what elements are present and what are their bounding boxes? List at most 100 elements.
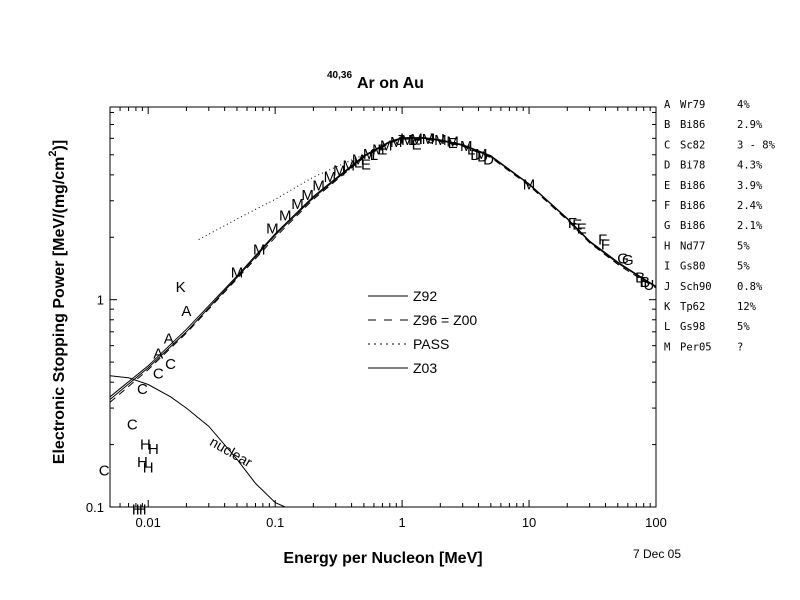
ref-key: B [664, 119, 670, 131]
data-point-M: M [312, 178, 325, 195]
curve-nuclear [110, 375, 286, 507]
data-point-M: M [475, 146, 488, 163]
data-point-G: G [622, 252, 634, 269]
date-stamp: 7 Dec 05 [633, 547, 681, 561]
data-point-M: M [410, 131, 423, 148]
data-point-D: D [483, 151, 494, 168]
data-point-M: M [301, 187, 314, 204]
data-point-M: M [253, 241, 266, 258]
data-point-E: E [577, 221, 587, 238]
data-point-A: A [153, 346, 163, 363]
legend-entry: PASS [413, 336, 449, 352]
ref-source: Tp62 [680, 301, 705, 313]
data-point-H: H [136, 502, 147, 519]
data-point-M: M [279, 207, 292, 224]
ref-key: G [664, 220, 670, 232]
data-point-G: G [617, 250, 629, 267]
ref-source: Sc82 [680, 139, 705, 151]
data-point-M: M [231, 265, 244, 282]
data-point-J: J [396, 132, 404, 149]
ref-error: 5% [737, 261, 750, 273]
data-point-L: L [467, 142, 475, 159]
data-point-M: M [434, 132, 447, 149]
data-point-D: D [477, 149, 488, 166]
curve-z03 [110, 137, 656, 398]
data-point-D: D [470, 147, 481, 164]
ref-source: Gs98 [680, 321, 705, 333]
legend-entry: Z92 [413, 288, 437, 304]
legend: Z92 Z96 = Z00 PASS Z03 [368, 288, 477, 376]
data-point-J: J [428, 130, 436, 147]
data-point-I: I [400, 130, 404, 147]
data-point-H: H [140, 437, 151, 454]
ref-error: 2.4% [737, 200, 763, 212]
ref-key: H [664, 240, 670, 252]
data-point-F: F [601, 236, 610, 253]
ref-key: K [664, 301, 671, 313]
y-axis-title-main: Electronic Stopping Power [MeV/(mg/cm [51, 157, 68, 465]
data-point-E: E [361, 156, 371, 173]
chart-title: Ar on Au [357, 75, 424, 92]
data-point-I: I [441, 131, 445, 148]
data-point-E: E [412, 137, 422, 154]
data-point-M: M [343, 157, 356, 174]
ref-error: 2.9% [737, 119, 763, 131]
ref-error: 5% [737, 240, 750, 252]
data-point-E: E [572, 217, 582, 234]
data-point-C: C [165, 356, 176, 373]
title-superscript: 40,36 [327, 70, 352, 81]
data-point-M: M [363, 146, 376, 163]
ref-source: Bi86 [680, 220, 705, 232]
data-point-H: H [148, 441, 159, 458]
data-point-E: E [377, 142, 387, 159]
data-point-K: K [176, 279, 186, 296]
ref-key: L [664, 321, 670, 333]
ref-source: Nd77 [680, 240, 705, 252]
ref-key: D [664, 160, 670, 172]
data-point-L: L [640, 274, 648, 291]
ref-source: Bi86 [680, 119, 705, 131]
data-point-L: L [408, 132, 416, 149]
data-point-M: M [352, 151, 365, 168]
ref-key: F [664, 200, 670, 212]
data-point-H: H [143, 460, 154, 477]
ref-error: 0.8% [737, 281, 763, 293]
ref-source: Sch90 [680, 281, 712, 293]
data-point-I: I [419, 130, 423, 147]
data-point-M: M [333, 162, 346, 179]
x-axis: 0.01 0.1 1 10 100 [109, 107, 667, 530]
data-point-C: C [137, 381, 148, 398]
legend-entry: Z96 = Z00 [413, 312, 477, 328]
data-point-F: F [598, 232, 607, 249]
data-point-C: C [153, 366, 164, 383]
ref-error: 4.3% [737, 160, 763, 172]
y-axis-title: Electronic Stopping Power [MeV/(mg/cm2)] [47, 140, 68, 464]
y-tick-label: 0.1 [86, 500, 104, 515]
data-point-U: U [644, 277, 655, 294]
x-tick-label: 0.1 [266, 515, 284, 530]
data-point-M: M [372, 142, 385, 159]
ref-key: A [664, 99, 671, 111]
data-point-H: H [132, 502, 143, 519]
reference-table: A Wr79 4% B Bi86 2.9% C Sc82 3 - 8% D Bi78 4.3% E Bi8… [664, 99, 776, 353]
x-tick-label: 10 [522, 515, 536, 530]
data-point-M: M [291, 196, 304, 213]
data-point-L: L [354, 154, 362, 171]
data-point-M: M [401, 132, 414, 149]
x-tick-label: 0.01 [136, 515, 161, 530]
data-point-E: E [448, 135, 458, 152]
ref-source: Gs80 [680, 261, 705, 273]
data-point-A: A [181, 303, 191, 320]
ref-source: Bi86 [680, 200, 705, 212]
nuclear-curve-label: nuclear [207, 433, 255, 470]
data-point-M: M [324, 169, 337, 186]
ref-source: Bi86 [680, 180, 705, 192]
x-axis-title: Energy per Nucleon [MeV] [283, 550, 482, 567]
data-point-A: A [164, 330, 174, 347]
ref-error: 2.1% [737, 220, 763, 232]
ref-source: Bi78 [680, 160, 705, 172]
y-axis-title-tail: )] [51, 140, 68, 151]
ref-error: 3.9% [737, 180, 763, 192]
